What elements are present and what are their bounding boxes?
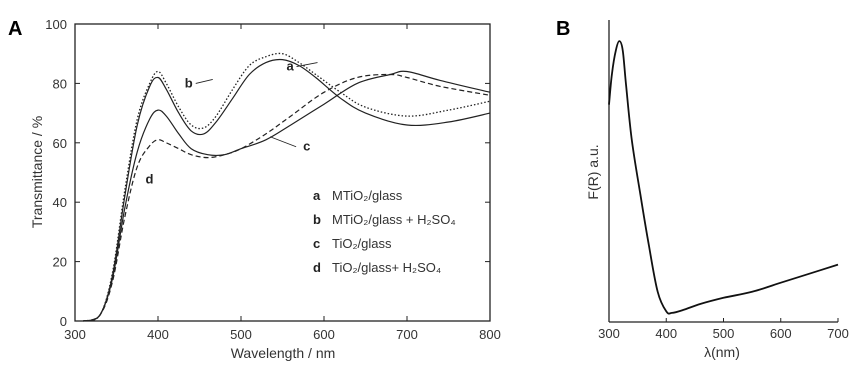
- legend-letter-d: d: [313, 260, 321, 275]
- panel-a-x-axis-title: Wavelength / nm: [231, 345, 336, 361]
- curve-d: [83, 73, 491, 322]
- panel-a-y-tick-label: 100: [45, 17, 67, 32]
- legend-text-a: MTiO₂/glass: [332, 188, 403, 203]
- curve-a: [83, 58, 491, 322]
- panel-a-x-tick-label: 800: [479, 327, 501, 342]
- panel-b-x-axis-title: λ(nm): [704, 344, 740, 360]
- curve-b: [83, 52, 491, 322]
- panel-b-letter: B: [556, 18, 570, 40]
- panel-b: 300 400 500 600 700 λ(nm) F(R) a.u.: [585, 20, 849, 360]
- panel-a-y-tick-label: 80: [53, 76, 67, 91]
- curve-label-c: c: [303, 139, 310, 154]
- panel-a-y-tick-label: 0: [60, 314, 67, 329]
- curve-label-a: a: [287, 59, 295, 74]
- curve-label-a-leader: [296, 62, 318, 67]
- panel-b-x-tick-label: 600: [770, 326, 792, 341]
- panel-a-x-tick-label: 500: [230, 327, 252, 342]
- panel-a-x-tick-label: 400: [147, 327, 169, 342]
- panel-a-curve-labels: a b c d: [145, 59, 318, 186]
- legend-text-c: TiO₂/glass: [332, 236, 392, 251]
- panel-a-x-tick-label: 300: [64, 327, 86, 342]
- curve-label-d: d: [145, 171, 153, 186]
- panel-a-frame: [74, 23, 491, 322]
- panel-b-x-tick-label: 400: [655, 326, 677, 341]
- panel-a-ticks: 300 400 500 600 700 800 0 20 40 60 80 100: [45, 17, 501, 342]
- fr-curve: [608, 40, 839, 315]
- legend-letter-a: a: [313, 188, 321, 203]
- panel-a-letter: A: [8, 18, 22, 40]
- panel-b-curves: [608, 40, 839, 315]
- curve-label-b: b: [185, 75, 193, 90]
- panel-a-y-tick-label: 40: [53, 195, 67, 210]
- curve-label-c-leader: [269, 136, 297, 148]
- panel-a-x-tick-label: 600: [313, 327, 335, 342]
- legend-letter-c: c: [313, 236, 320, 251]
- panel-b-y-axis-title: F(R) a.u.: [585, 144, 601, 199]
- panel-a-y-tick-label: 20: [53, 255, 67, 270]
- panel-b-x-tick-label: 700: [827, 326, 849, 341]
- curve-c: [83, 70, 491, 322]
- panel-b-ticks: 300 400 500 600 700: [598, 318, 849, 341]
- panel-a-x-tick-label: 700: [396, 327, 418, 342]
- legend-letter-b: b: [313, 212, 321, 227]
- legend-text-d: TiO₂/glass+ H₂SO₄: [332, 260, 441, 275]
- panel-a-y-tick-label: 60: [53, 136, 67, 151]
- panel-a-legend: a MTiO₂/glass b MTiO₂/glass + H₂SO₄ c TiO₂/gl…: [313, 188, 456, 275]
- curve-label-b-leader: [195, 78, 213, 84]
- panel-a-y-axis-title: Transmittance / %: [29, 116, 45, 228]
- panel-b-x-tick-label: 300: [598, 326, 620, 341]
- legend-text-b: MTiO₂/glass + H₂SO₄: [332, 212, 456, 227]
- panel-a-curves: [83, 52, 491, 322]
- panel-b-x-tick-label: 500: [713, 326, 735, 341]
